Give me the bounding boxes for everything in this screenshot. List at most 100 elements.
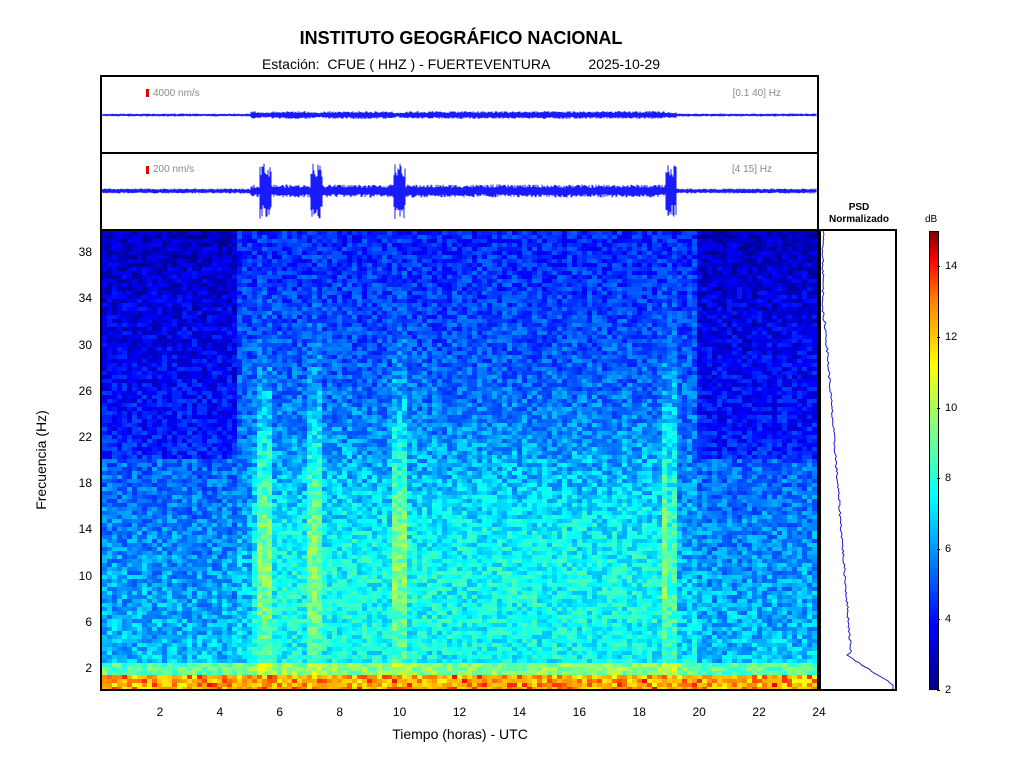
spectrogram-cell	[292, 263, 297, 267]
spectrogram-cell	[557, 295, 562, 299]
spectrogram-cell	[732, 311, 737, 315]
spectrogram-cell	[422, 259, 427, 263]
spectrogram-cell	[287, 243, 292, 247]
spectrogram-cell	[642, 331, 647, 335]
spectrogram-cell	[472, 335, 477, 339]
spectrogram-cell	[632, 315, 637, 319]
spectrogram-cell	[417, 259, 422, 263]
spectrogram-cell	[667, 255, 672, 259]
spectrogram-cell	[577, 251, 582, 255]
spectrogram-cell	[192, 295, 197, 299]
spectrogram-cell	[597, 267, 602, 271]
spectrogram-cell	[532, 247, 537, 251]
spectrogram-cell	[327, 247, 332, 251]
spectrogram-cell	[487, 255, 492, 259]
spectrogram-cell	[572, 323, 577, 327]
spectrogram-cell	[642, 291, 647, 295]
spectrogram-cell	[382, 271, 387, 275]
spectrogram-cell	[667, 315, 672, 319]
spectrogram-cell	[122, 295, 127, 299]
spectrogram-cell	[232, 235, 237, 239]
spectrogram-cell	[557, 327, 562, 331]
spectrogram-cell	[557, 363, 562, 367]
spectrogram-cell	[147, 283, 152, 287]
spectrogram-cell	[262, 311, 267, 315]
spectrogram-cell	[717, 295, 722, 299]
spectrogram-cell	[602, 307, 607, 311]
spectrogram-cell	[712, 327, 717, 331]
spectrogram-cell	[702, 263, 707, 267]
spectrogram-cell	[412, 319, 417, 323]
spectrogram-cell	[247, 299, 252, 303]
spectrogram-cell	[587, 359, 592, 363]
spectrogram-cell	[747, 355, 752, 359]
spectrogram-cell	[677, 315, 682, 319]
spectrogram-cell	[532, 295, 537, 299]
spectrogram-cell	[662, 235, 667, 239]
spectrogram-cell	[272, 319, 277, 323]
spectrogram-cell	[487, 231, 492, 235]
spectrogram-cell	[647, 279, 652, 283]
spectrogram-cell	[727, 263, 732, 267]
spectrogram-cell	[737, 315, 742, 319]
spectrogram-cell	[217, 343, 222, 347]
spectrogram-cell	[522, 363, 527, 367]
spectrogram-cell	[157, 327, 162, 331]
spectrogram-cell	[232, 251, 237, 255]
spectrogram-cell	[787, 275, 792, 279]
spectrogram-cell	[252, 339, 257, 343]
spectrogram-cell	[307, 347, 312, 351]
spectrogram-cell	[127, 339, 132, 343]
spectrogram-cell	[492, 299, 497, 303]
spectrogram-cell	[262, 363, 267, 367]
spectrogram-cell	[302, 271, 307, 275]
spectrogram-cell	[632, 327, 637, 331]
spectrogram-cell	[362, 291, 367, 295]
spectrogram-cell	[372, 283, 377, 287]
spectrogram-cell	[612, 279, 617, 283]
spectrogram-cell	[632, 347, 637, 351]
spectrogram-cell	[807, 331, 812, 335]
spectrogram-cell	[282, 307, 287, 311]
spectrogram-cell	[382, 331, 387, 335]
spectrogram-cell	[282, 263, 287, 267]
spectrogram-cell	[772, 251, 777, 255]
spectrogram-cell	[272, 299, 277, 303]
spectrogram-cell	[407, 299, 412, 303]
spectrogram-cell	[152, 343, 157, 347]
spectrogram-cell	[542, 351, 547, 355]
spectrogram-cell	[677, 319, 682, 323]
spectrogram-cell	[177, 331, 182, 335]
spectrogram-cell	[207, 239, 212, 243]
spectrogram-cell	[752, 271, 757, 275]
spectrogram-cell	[327, 231, 332, 235]
spectrogram-cell	[567, 275, 572, 279]
spectrogram-cell	[432, 247, 437, 251]
spectrogram-cell	[242, 275, 247, 279]
spectrogram-cell	[632, 239, 637, 243]
spectrogram-cell	[627, 275, 632, 279]
spectrogram-cell	[737, 307, 742, 311]
spectrogram-cell	[137, 287, 142, 291]
spectrogram-cell	[232, 255, 237, 259]
spectrogram-cell	[642, 359, 647, 363]
spectrogram-cell	[722, 327, 727, 331]
spectrogram-cell	[392, 279, 397, 283]
spectrogram-cell	[207, 299, 212, 303]
spectrogram-cell	[527, 271, 532, 275]
spectrogram-cell	[472, 231, 477, 235]
spectrogram-cell	[362, 347, 367, 351]
spectrogram-cell	[582, 279, 587, 283]
spectrogram-cell	[127, 363, 132, 367]
spectrogram-cell	[127, 311, 132, 315]
spectrogram-cell	[652, 267, 657, 271]
spectrogram-cell	[457, 295, 462, 299]
spectrogram-cell	[792, 247, 797, 251]
spectrogram-cell	[377, 275, 382, 279]
spectrogram-cell	[792, 271, 797, 275]
spectrogram-cell	[417, 267, 422, 271]
spectrogram-cell	[542, 359, 547, 363]
spectrogram-cell	[322, 279, 327, 283]
spectrogram-cell	[317, 299, 322, 303]
spectrogram-cell	[552, 279, 557, 283]
